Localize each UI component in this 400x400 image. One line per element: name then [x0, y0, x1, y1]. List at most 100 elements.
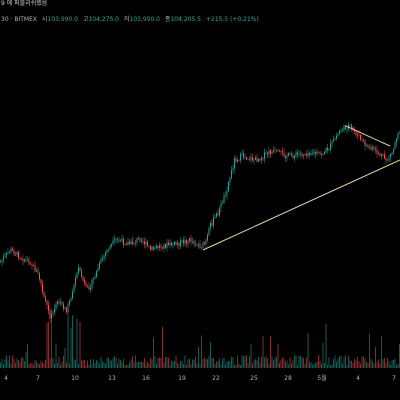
volume-bar	[123, 358, 124, 368]
volume-bar	[280, 359, 282, 368]
candle-body	[265, 152, 267, 153]
candle-body	[292, 155, 294, 159]
candle-body	[360, 134, 361, 140]
candle-body	[213, 217, 214, 226]
volume-bar	[43, 363, 45, 368]
candle-body	[181, 240, 183, 241]
candle-body	[160, 245, 162, 248]
candle-body	[336, 136, 337, 139]
candle-body	[334, 138, 336, 140]
candle-body	[361, 139, 363, 141]
candle-body	[33, 264, 34, 266]
volume-bar	[309, 362, 310, 368]
candle-body	[129, 242, 130, 245]
volume-bar	[268, 363, 270, 368]
volume-bar	[253, 360, 255, 368]
candle-body	[259, 158, 261, 161]
symbol-exchange[interactable]: 30 · BITMEX	[1, 16, 37, 23]
candle-body	[163, 244, 165, 249]
candle-body	[148, 246, 150, 247]
volume-bar	[117, 363, 118, 368]
candle-body	[313, 151, 315, 154]
candle-body	[70, 298, 72, 301]
volume-bar	[283, 358, 285, 368]
volume-bar	[99, 363, 100, 368]
candle-body	[201, 247, 202, 248]
candle-body	[195, 244, 196, 245]
volume-bar	[345, 355, 346, 368]
volume-bar	[66, 362, 67, 368]
volume-bar	[184, 355, 186, 368]
volume-bar	[57, 362, 58, 368]
candle-body	[157, 246, 159, 248]
candle-body	[319, 152, 321, 155]
candle-body	[112, 240, 114, 244]
candle-body	[228, 182, 229, 191]
candle-body	[393, 149, 394, 153]
candle-body	[225, 195, 226, 197]
candle-body	[186, 240, 187, 244]
volume-bar	[31, 362, 33, 368]
candle-body	[223, 195, 225, 203]
volume-bar	[181, 360, 183, 368]
candle-body	[37, 270, 39, 273]
candle-body	[229, 177, 231, 183]
candle-body	[321, 154, 322, 155]
candle-body	[367, 145, 369, 148]
volume-bar	[243, 356, 244, 368]
candle-body	[144, 241, 145, 245]
volume-bar	[0, 362, 1, 368]
volume-bar	[27, 344, 28, 368]
candle-body	[343, 125, 345, 131]
volume-bar	[274, 357, 276, 368]
candle-body	[325, 148, 327, 152]
volume-bar	[267, 358, 268, 368]
volume-bar	[244, 355, 246, 368]
volume-bar	[39, 363, 40, 368]
volume-bar	[81, 360, 82, 368]
volume-bar	[60, 364, 61, 368]
candle-body	[363, 139, 364, 141]
candle-body	[220, 203, 222, 208]
volume-bar	[166, 356, 168, 368]
volume-bar	[291, 363, 292, 368]
volume-bar	[127, 364, 129, 368]
volume-bar	[214, 363, 216, 368]
volume-bar	[135, 355, 136, 368]
candle-body	[298, 153, 300, 155]
volume-bar	[18, 360, 19, 368]
candle-body	[142, 241, 144, 243]
volume-bar	[120, 359, 121, 368]
candle-body	[94, 276, 96, 279]
candle-body	[232, 168, 234, 170]
volume-bar	[237, 355, 238, 368]
candle-body	[90, 287, 91, 290]
low-value: 103,990.0	[129, 16, 160, 23]
volume-bar	[36, 361, 37, 368]
volume-bar	[343, 357, 345, 368]
candle-body	[355, 131, 357, 136]
volume-bar	[351, 360, 352, 368]
volume-bar	[285, 361, 286, 368]
volume-bar	[165, 357, 166, 368]
candle-body	[279, 150, 280, 152]
candle-body	[85, 282, 87, 286]
volume-bar	[84, 360, 85, 368]
volume-bar	[342, 363, 343, 368]
volume-bar	[21, 357, 22, 368]
volume-bar	[319, 360, 321, 368]
candle-body	[211, 223, 213, 226]
support-trendline[interactable]	[202, 159, 400, 251]
candle-body	[309, 152, 310, 156]
volume-bar	[70, 328, 72, 368]
open-value: 103,990.0	[47, 16, 78, 23]
candle-body	[349, 124, 351, 126]
time-axis[interactable]: 4 7 10 13 16 19 22 25 28 5월 4 7	[4, 374, 396, 382]
volume-bar	[270, 336, 271, 368]
candle-body	[388, 157, 390, 160]
candle-body	[115, 239, 117, 240]
channel-trendline[interactable]	[345, 125, 391, 147]
volume-bar	[223, 357, 225, 368]
